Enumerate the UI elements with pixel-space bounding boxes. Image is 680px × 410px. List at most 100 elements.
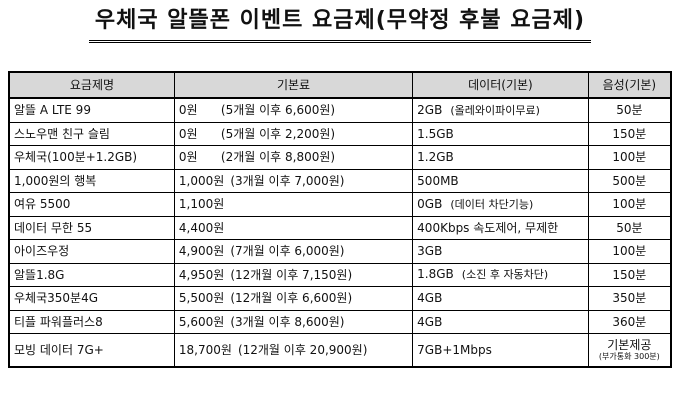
cell-plan-name: 알뜰 A LTE 99: [8, 97, 175, 123]
cell-data: 3GB: [412, 239, 589, 264]
base-fee-note: (3개월 이후 8,600원): [230, 314, 345, 329]
table-row: 우체국350분4G 5,500원 (12개월 이후 6,600원) 4GB 350분: [8, 286, 672, 311]
data-amount: 4GB: [417, 291, 443, 306]
cell-base-fee: 4,900원 (7개월 이후 6,000원): [173, 239, 414, 264]
cell-plan-name: 모빙 데이터 7G+: [8, 333, 175, 368]
cell-data: 4GB: [412, 309, 589, 334]
cell-voice: 150분: [587, 121, 672, 146]
rate-plan-table: 요금제명 기본료 데이터(기본) 음성(기본) 알뜰 A LTE 99 0원 (5개…: [8, 71, 672, 368]
base-fee-amount: 0원: [178, 150, 198, 165]
data-note: (소진 후 자동차단): [461, 268, 549, 282]
data-amount: 4GB: [417, 314, 443, 329]
base-fee-note: (12개월 이후 6,600원): [230, 291, 353, 306]
base-fee-amount: 5,500원: [178, 291, 225, 306]
cell-plan-name: 1,000원의 행복: [8, 168, 175, 193]
base-fee-note: (12개월 이후 20,900원): [237, 343, 368, 357]
base-fee-amount: 1,100원: [178, 197, 225, 212]
cell-voice: 500분: [587, 168, 672, 193]
base-fee-amount: 5,600원: [178, 314, 225, 329]
base-fee-note: (2개월 이후 8,800원): [220, 150, 336, 165]
header-plan-name: 요금제명: [8, 71, 175, 99]
cell-data: 2GB (올레와이파이무료): [412, 97, 589, 123]
data-amount: 1.2GB: [417, 150, 454, 165]
cell-plan-name: 여유 5500: [8, 192, 175, 217]
base-fee-amount: 4,400원: [178, 220, 225, 235]
voice-note: (부가통화 300분): [598, 351, 660, 361]
cell-base-fee: 4,400원: [173, 215, 414, 240]
page-title: 우체국 알뜰폰 이벤트 요금제(무약정 후불 요금제): [88, 6, 592, 43]
base-fee-amount: 18,700원: [178, 343, 232, 357]
table-row: 여유 5500 1,100원 0GB (데이터 차단기능) 100분: [8, 192, 672, 217]
base-fee-note: (5개월 이후 6,600원): [220, 103, 336, 118]
cell-voice: 기본제공 (부가통화 300분): [587, 333, 672, 368]
data-amount: 1.5GB: [417, 126, 454, 141]
table-header-row: 요금제명 기본료 데이터(기본) 음성(기본): [8, 71, 672, 99]
cell-base-fee: 0원 (2개월 이후 8,800원): [173, 145, 414, 170]
header-base-fee: 기본료: [173, 71, 414, 99]
base-fee-note: (7개월 이후 6,000원): [230, 244, 345, 259]
cell-voice: 360분: [587, 309, 672, 334]
header-voice: 음성(기본): [587, 71, 672, 99]
cell-voice: 50분: [587, 215, 672, 240]
base-fee-amount: 0원: [178, 103, 198, 118]
voice-amount: 기본제공: [607, 337, 652, 352]
cell-base-fee: 5,500원 (12개월 이후 6,600원): [173, 286, 414, 311]
data-amount: 7GB+1Mbps: [417, 343, 492, 357]
base-fee-amount: 4,950원: [178, 267, 225, 282]
cell-voice: 50분: [587, 97, 672, 123]
cell-data: 500MB: [412, 168, 589, 193]
header-data: 데이터(기본): [412, 71, 589, 99]
table-row: 모빙 데이터 7G+ 18,700원 (12개월 이후 20,900원) 7GB+1M…: [8, 333, 672, 368]
table-row: 우체국(100분+1.2GB) 0원 (2개월 이후 8,800원) 1.2GB 100…: [8, 145, 672, 170]
cell-plan-name: 스노우맨 친구 슬림: [8, 121, 175, 146]
base-fee-note: (3개월 이후 7,000원): [230, 173, 345, 188]
data-amount: 0GB: [417, 196, 443, 211]
cell-base-fee: 18,700원 (12개월 이후 20,900원): [173, 333, 414, 368]
cell-base-fee: 0원 (5개월 이후 2,200원): [173, 121, 414, 146]
base-fee-amount: 4,900원: [178, 244, 225, 259]
data-note: (올레와이파이무료): [450, 103, 540, 117]
cell-base-fee: 5,600원 (3개월 이후 8,600원): [173, 309, 414, 334]
data-note: (데이터 차단기능): [450, 197, 534, 211]
table-row: 알뜰 A LTE 99 0원 (5개월 이후 6,600원) 2GB (올레와이파이무료…: [8, 97, 672, 123]
cell-voice: 100분: [587, 192, 672, 217]
table-row: 티플 파워플러스8 5,600원 (3개월 이후 8,600원) 4GB 360분: [8, 309, 672, 334]
data-amount: 3GB: [417, 244, 443, 259]
cell-base-fee: 4,950원 (12개월 이후 7,150원): [173, 262, 414, 287]
cell-voice: 100분: [587, 239, 672, 264]
cell-voice: 100분: [587, 145, 672, 170]
cell-data: 1.8GB (소진 후 자동차단): [412, 262, 589, 287]
title-area: 우체국 알뜰폰 이벤트 요금제(무약정 후불 요금제): [0, 6, 680, 43]
cell-data: 0GB (데이터 차단기능): [412, 192, 589, 217]
cell-base-fee: 0원 (5개월 이후 6,600원): [173, 97, 414, 123]
table-row: 아이즈우정 4,900원 (7개월 이후 6,000원) 3GB 100분: [8, 239, 672, 264]
table-row: 알뜰1.8G 4,950원 (12개월 이후 7,150원) 1.8GB (소진 후 자…: [8, 262, 672, 287]
table-row: 스노우맨 친구 슬림 0원 (5개월 이후 2,200원) 1.5GB 150분: [8, 121, 672, 146]
table-row: 데이터 무한 55 4,400원 400Kbps 속도제어, 무제한 50분: [8, 215, 672, 240]
cell-voice: 350분: [587, 286, 672, 311]
cell-data: 4GB: [412, 286, 589, 311]
cell-plan-name: 우체국(100분+1.2GB): [8, 145, 175, 170]
cell-voice: 150분: [587, 262, 672, 287]
cell-plan-name: 티플 파워플러스8: [8, 309, 175, 334]
cell-data: 1.5GB: [412, 121, 589, 146]
data-amount: 400Kbps 속도제어, 무제한: [417, 220, 559, 235]
cell-base-fee: 1,100원: [173, 192, 414, 217]
cell-data: 400Kbps 속도제어, 무제한: [412, 215, 589, 240]
data-amount: 500MB: [417, 173, 459, 188]
data-amount: 2GB: [417, 102, 443, 117]
base-fee-amount: 0원: [178, 126, 198, 141]
cell-plan-name: 알뜰1.8G: [8, 262, 175, 287]
cell-plan-name: 데이터 무한 55: [8, 215, 175, 240]
cell-base-fee: 1,000원 (3개월 이후 7,000원): [173, 168, 414, 193]
data-amount: 1.8GB: [417, 267, 454, 282]
cell-plan-name: 아이즈우정: [8, 239, 175, 264]
table-row: 1,000원의 행복 1,000원 (3개월 이후 7,000원) 500MB 500분: [8, 168, 672, 193]
base-fee-note: (12개월 이후 7,150원): [230, 267, 353, 282]
cell-plan-name: 우체국350분4G: [8, 286, 175, 311]
base-fee-note: (5개월 이후 2,200원): [220, 126, 336, 141]
base-fee-amount: 1,000원: [178, 173, 225, 188]
cell-data: 1.2GB: [412, 145, 589, 170]
cell-data: 7GB+1Mbps: [412, 333, 589, 368]
